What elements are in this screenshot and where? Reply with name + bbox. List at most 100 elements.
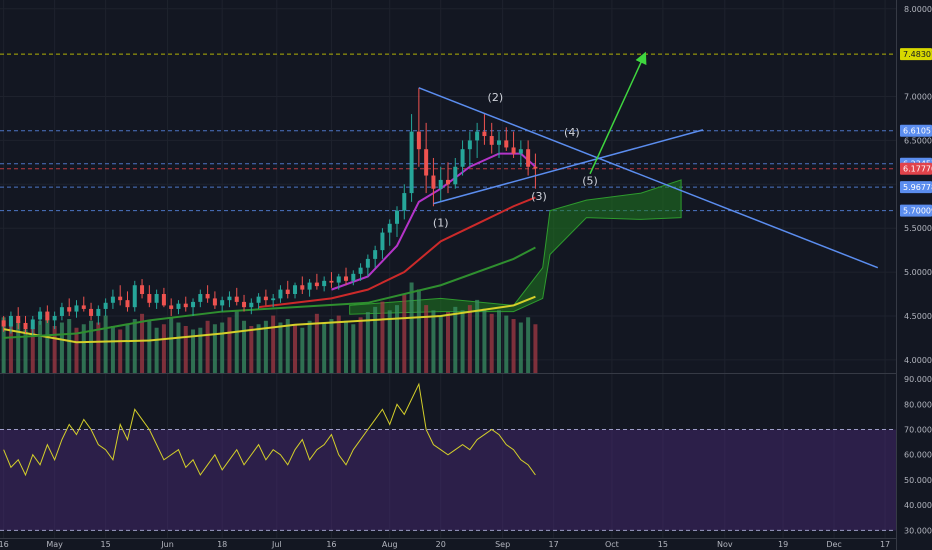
candle-body bbox=[307, 282, 312, 290]
price-label-text: 6.61051 bbox=[903, 127, 932, 136]
trendline bbox=[433, 129, 704, 205]
price-tick-label: 8.00000 bbox=[904, 5, 932, 14]
wave-labels: (1) (2) (3) (4) (5) bbox=[433, 91, 598, 230]
candle-body bbox=[344, 276, 349, 281]
volume-bar bbox=[220, 322, 225, 373]
volume-bar bbox=[147, 320, 152, 373]
candle-body bbox=[125, 300, 130, 308]
price-label-text: 6.17770 bbox=[903, 165, 932, 174]
candle-body bbox=[395, 210, 400, 224]
candle-body bbox=[387, 223, 392, 233]
trendlines[interactable] bbox=[418, 51, 879, 269]
candlesticks bbox=[1, 87, 538, 336]
candle-body bbox=[380, 232, 385, 251]
volume-bar bbox=[416, 289, 421, 373]
candle-body bbox=[358, 267, 363, 274]
volume-bar bbox=[191, 329, 196, 373]
candle-body bbox=[329, 280, 334, 283]
candle-body bbox=[45, 311, 50, 321]
volume-bar bbox=[89, 320, 94, 373]
moving-average-line bbox=[3, 246, 536, 339]
candle-body bbox=[140, 285, 145, 295]
ichimoku-cloud bbox=[349, 179, 682, 315]
volume-bar bbox=[30, 327, 35, 373]
moving-average-line bbox=[258, 196, 536, 309]
volume-bar bbox=[125, 324, 130, 373]
volume-bar bbox=[81, 324, 86, 373]
candle-body bbox=[16, 315, 21, 323]
candle-body bbox=[161, 294, 166, 306]
volume-bar bbox=[395, 305, 400, 373]
rsi-axis[interactable]: 90.0000 80.0000 70.0000 60.0000 50.0000 40.00… bbox=[904, 375, 932, 535]
candle-body bbox=[431, 175, 436, 189]
time-tick-label: 16 bbox=[326, 540, 336, 549]
volume-bar bbox=[431, 310, 436, 373]
volume-bar bbox=[16, 320, 21, 373]
price-tick-label: 4.50000 bbox=[904, 312, 932, 321]
rsi-band bbox=[0, 429, 896, 531]
candle-body bbox=[1, 320, 6, 327]
candle-body bbox=[30, 319, 35, 330]
candle-body bbox=[154, 294, 159, 303]
candle-body bbox=[351, 273, 356, 281]
volume-bar bbox=[329, 319, 334, 373]
candle-body bbox=[489, 136, 494, 145]
volume-bar bbox=[227, 317, 232, 373]
volume-bar bbox=[453, 306, 458, 373]
rsi-tick-label: 60.0000 bbox=[904, 451, 932, 460]
time-tick-label: 15 bbox=[101, 540, 111, 549]
volume-bar bbox=[285, 319, 290, 373]
candle-body bbox=[81, 305, 86, 309]
volume-bar bbox=[169, 317, 174, 373]
volume-bar bbox=[365, 312, 370, 373]
price-label-text: 5.96778 bbox=[903, 183, 932, 192]
price-label-box bbox=[900, 181, 932, 194]
candle-body bbox=[169, 305, 174, 309]
candle-body bbox=[110, 296, 115, 303]
rsi-tick-label: 80.0000 bbox=[904, 400, 932, 409]
volume-bar bbox=[314, 313, 319, 373]
volume-bar bbox=[424, 305, 429, 373]
volume-bar bbox=[176, 322, 181, 373]
candle-body bbox=[300, 285, 305, 290]
volume-bar bbox=[198, 327, 203, 373]
time-tick-label: Dec bbox=[826, 540, 841, 549]
volume-bar bbox=[256, 324, 261, 373]
volume-bar bbox=[351, 324, 356, 373]
time-tick-label: 15 bbox=[658, 540, 668, 549]
volume-bar bbox=[234, 310, 239, 373]
volume-bar bbox=[387, 310, 392, 373]
volume-bar bbox=[307, 320, 312, 373]
time-axis[interactable]: 16 May 15 Jun 18 Jul 16 Aug 20 Sep 17 Oct 15 Nov 19 Dec… bbox=[0, 540, 890, 549]
projection-arrow bbox=[589, 51, 647, 175]
time-tick-label: Jun bbox=[160, 540, 174, 549]
volume-bar bbox=[140, 313, 145, 373]
volume-bars bbox=[1, 282, 538, 373]
volume-bar bbox=[45, 312, 50, 373]
candle-body bbox=[475, 131, 480, 141]
candle-body bbox=[176, 303, 181, 309]
volume-bar bbox=[1, 317, 6, 373]
rsi-tick-label: 30.0000 bbox=[904, 526, 932, 535]
candle-body bbox=[453, 166, 458, 185]
volume-bar bbox=[23, 329, 28, 373]
candle-body bbox=[424, 149, 429, 176]
price-tick-label: 6.50000 bbox=[904, 136, 932, 145]
candle-body bbox=[511, 147, 516, 154]
candle-body bbox=[482, 131, 487, 137]
volume-bar bbox=[533, 324, 538, 373]
volume-bar bbox=[212, 324, 217, 373]
volume-bar bbox=[52, 326, 57, 373]
time-tick-label: Oct bbox=[605, 540, 619, 549]
volume-bar bbox=[344, 320, 349, 373]
candle-body bbox=[285, 289, 290, 295]
volume-bar bbox=[118, 329, 123, 373]
candle-body bbox=[234, 296, 239, 302]
candle-body bbox=[198, 294, 203, 302]
candle-body bbox=[118, 296, 123, 301]
candle-body bbox=[518, 149, 523, 154]
candle-body bbox=[249, 302, 254, 308]
volume-bar bbox=[373, 306, 378, 373]
